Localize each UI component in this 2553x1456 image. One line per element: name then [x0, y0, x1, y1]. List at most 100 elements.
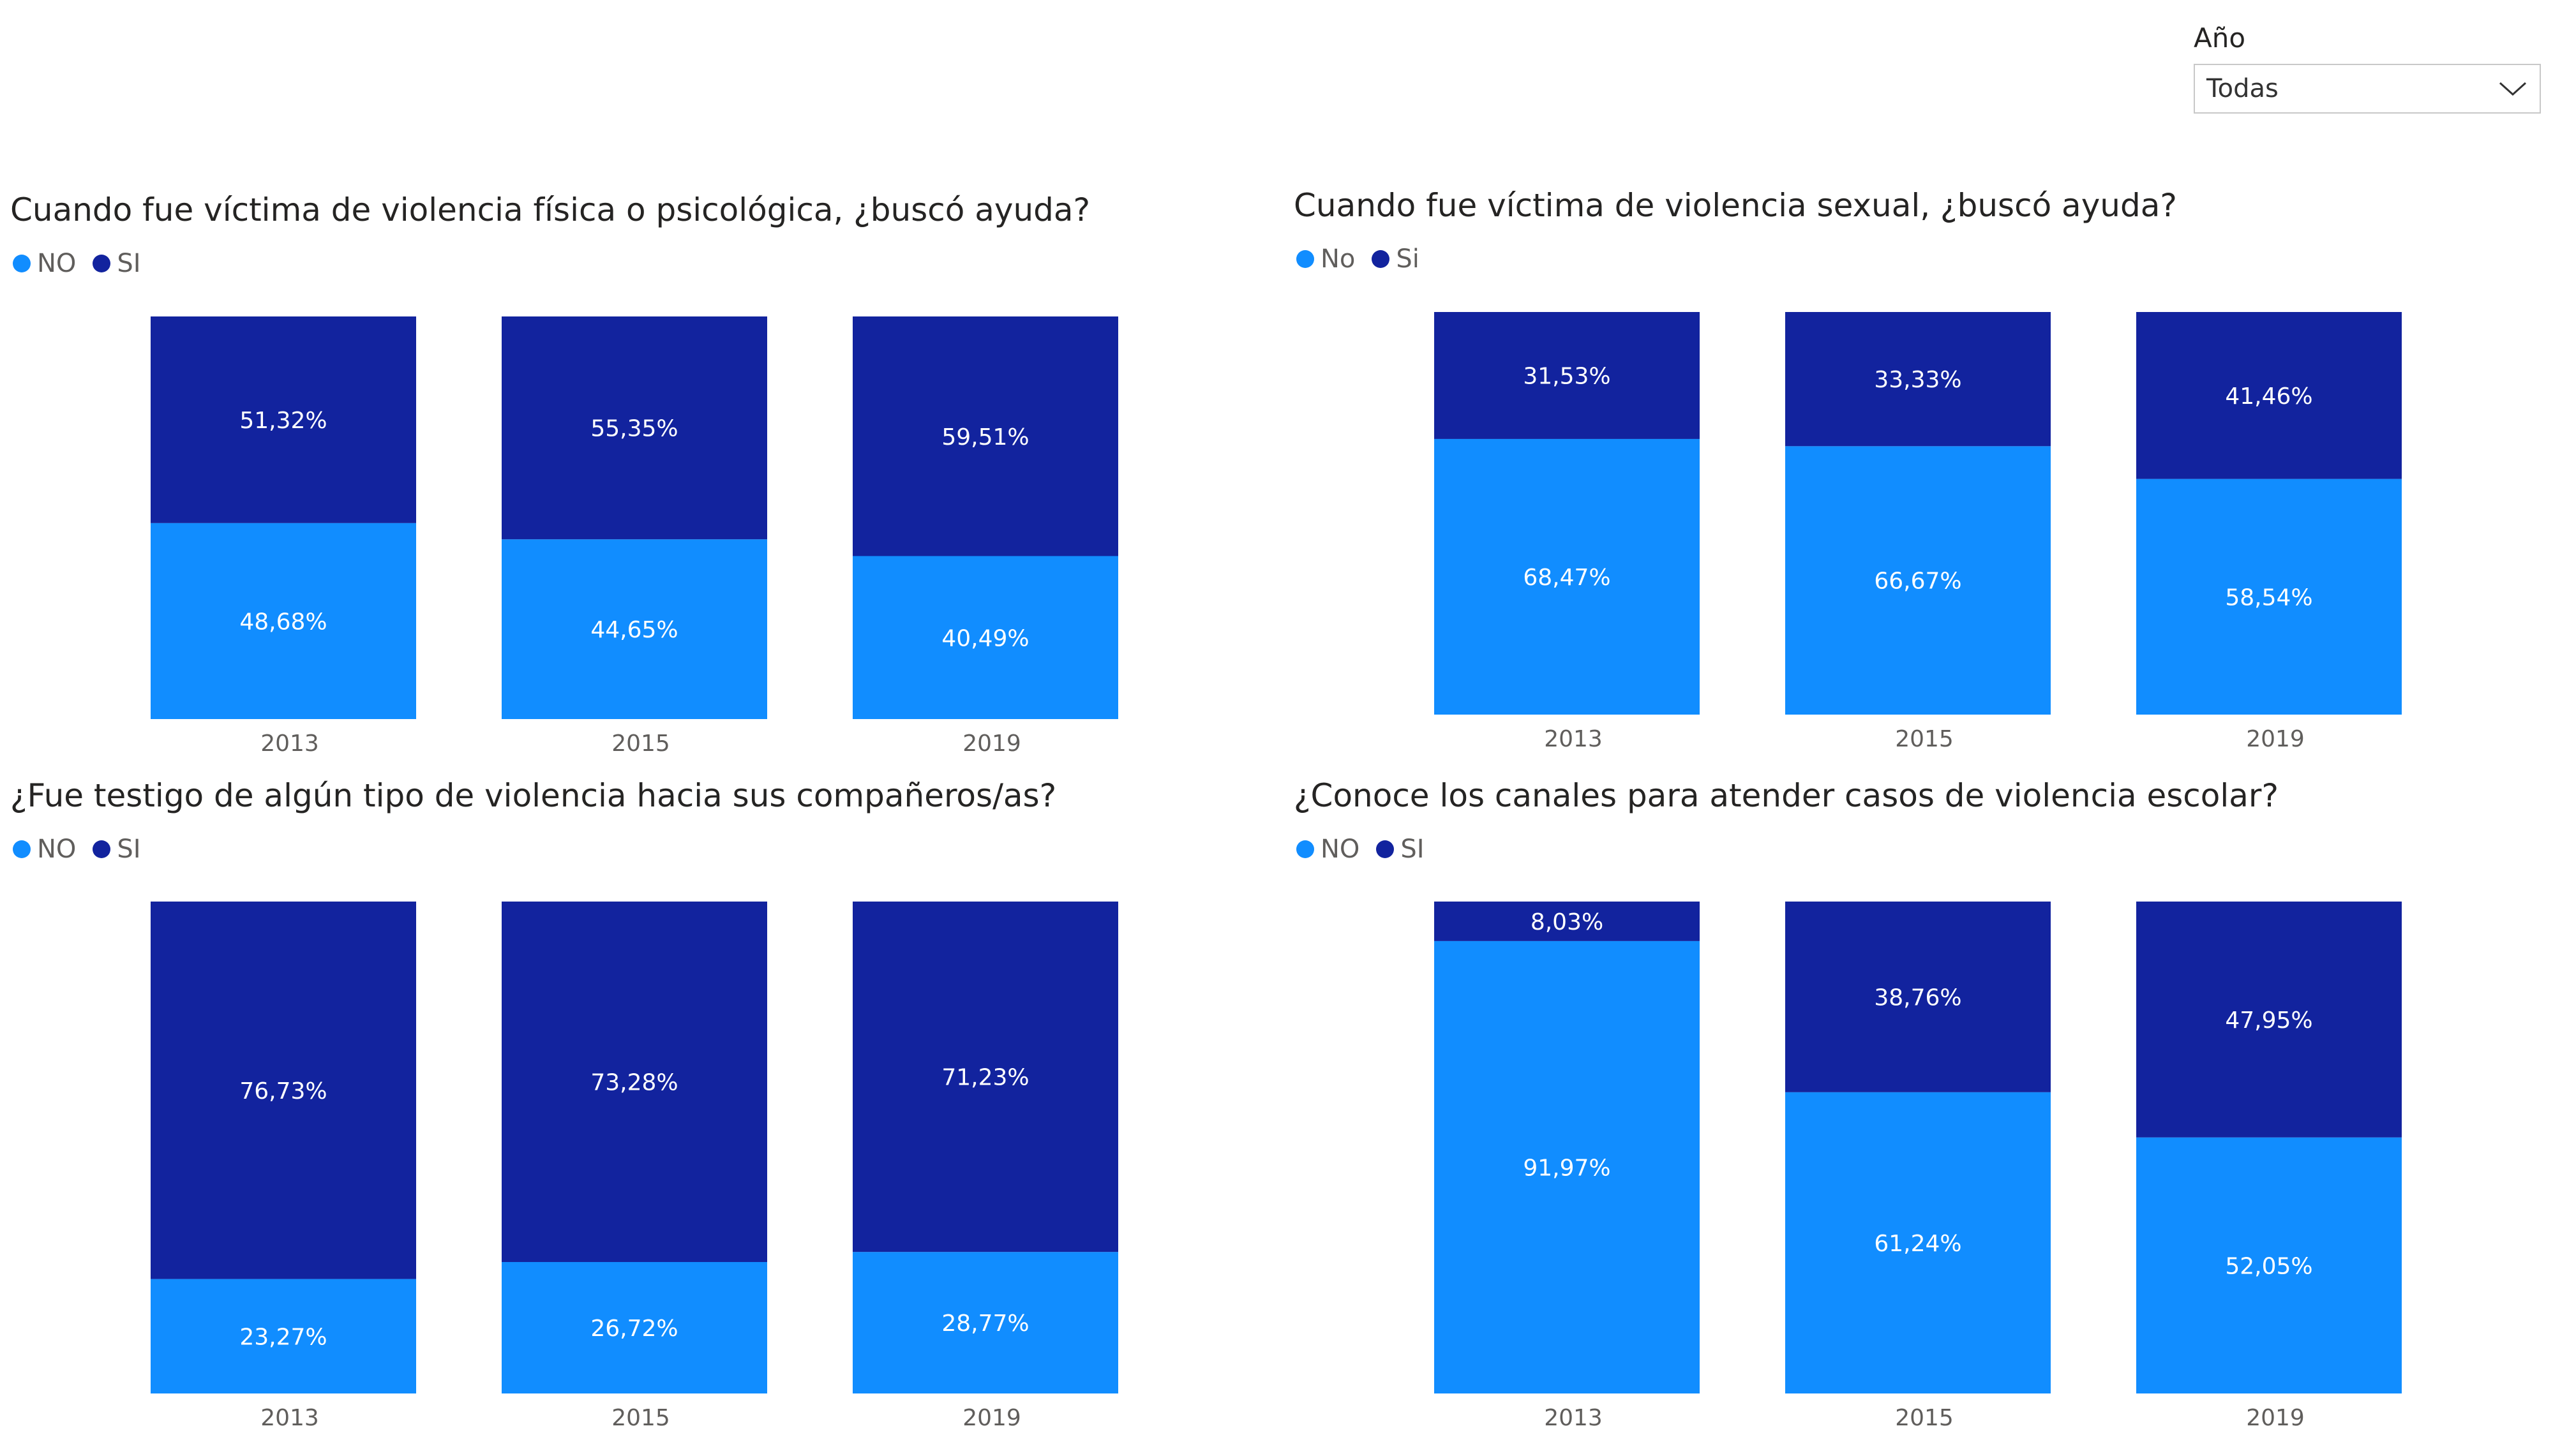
data-label: 91,97% [1523, 1155, 1610, 1181]
legend-item-no[interactable]: NO [13, 835, 76, 864]
chart-legend: No Si [1296, 244, 1436, 274]
bar-no-2019[interactable] [853, 556, 1118, 719]
legend-label: SI [117, 835, 141, 864]
x-axis-tick-label: 2013 [260, 1405, 319, 1431]
data-label: 59,51% [941, 424, 1029, 450]
bar-si-2015[interactable] [1785, 312, 2051, 447]
chart-title: ¿Conoce los canales para atender casos d… [1294, 777, 2279, 814]
bar-si-2019[interactable] [2136, 902, 2402, 1138]
data-label: 47,95% [2225, 1007, 2312, 1034]
data-label: 73,28% [590, 1069, 678, 1096]
data-label: 76,73% [239, 1078, 327, 1104]
stacked-bar-chart: 91,97% 8,03% 2013 61,24% 38,76% 2015 52,05% 47,… [1434, 902, 2402, 1431]
bar-no-2013[interactable] [151, 523, 416, 719]
chart-legend: NO SI [13, 249, 158, 278]
data-label: 38,76% [1874, 984, 1961, 1011]
x-axis-tick-label: 2015 [611, 731, 670, 757]
data-label: 41,46% [2225, 383, 2312, 410]
x-axis-tick-label: 2019 [962, 731, 1021, 757]
data-label: 71,23% [941, 1065, 1029, 1091]
data-label: 55,35% [590, 416, 678, 442]
legend-no-dot-icon [1296, 840, 1314, 858]
bar-no-2019[interactable] [2136, 1137, 2402, 1393]
bar-si-2013[interactable] [1434, 902, 1700, 941]
data-label: 61,24% [1874, 1231, 1961, 1257]
x-axis-tick-label: 2015 [1895, 1405, 1954, 1431]
x-axis-tick-label: 2015 [611, 1405, 670, 1431]
bar-no-2015[interactable] [1785, 1092, 2051, 1393]
legend-item-no[interactable]: No [1296, 244, 1355, 274]
bar-no-2013[interactable] [1434, 940, 1700, 1393]
bar-no-2013[interactable] [1434, 438, 1700, 715]
chart-title: ¿Fue testigo de algún tipo de violencia … [10, 777, 1057, 814]
chart-panel-witness-violence: ¿Fue testigo de algún tipo de violencia … [10, 777, 1274, 1431]
chart-title: Cuando fue víctima de violencia física o… [10, 191, 1091, 228]
x-axis-tick-label: 2019 [962, 1405, 1021, 1431]
legend-item-si[interactable]: SI [93, 249, 141, 278]
legend-label: NO [37, 249, 77, 278]
legend-label: NO [1321, 835, 1360, 864]
data-label: 44,65% [590, 617, 678, 643]
data-label: 33,33% [1874, 367, 1961, 393]
chart-legend: NO SI [1296, 835, 1441, 864]
data-label: 8,03% [1531, 909, 1603, 935]
data-label: 48,68% [239, 609, 327, 635]
slicer-label: Año [2194, 22, 2246, 54]
stacked-bar-chart: 68,47% 31,53% 2013 66,67% 33,33% 2015 58,54% 41… [1434, 312, 2402, 752]
slicer-value: Todas [2206, 74, 2279, 103]
x-axis-tick-label: 2019 [2246, 726, 2305, 752]
bar-no-2015[interactable] [502, 1261, 767, 1393]
bar-si-2013[interactable] [151, 902, 416, 1279]
chart-panel-sexual-violence-help: Cuando fue víctima de violencia sexual, … [1294, 187, 2553, 752]
data-label: 31,53% [1523, 363, 1610, 389]
bar-si-2013[interactable] [151, 316, 416, 523]
chart-legend: NO SI [13, 835, 158, 864]
legend-si-dot-icon [93, 840, 111, 858]
data-label: 26,72% [590, 1316, 678, 1342]
bar-si-2019[interactable] [2136, 312, 2402, 479]
legend-label: SI [1400, 835, 1425, 864]
bar-no-2015[interactable] [502, 539, 767, 719]
bar-si-2013[interactable] [1434, 312, 1700, 439]
bar-si-2015[interactable] [1785, 902, 2051, 1092]
data-label: 68,47% [1523, 565, 1610, 591]
legend-item-si[interactable]: SI [1376, 835, 1425, 864]
bar-no-2015[interactable] [1785, 446, 2051, 715]
data-label: 52,05% [2225, 1253, 2312, 1279]
x-axis-tick-label: 2013 [1544, 726, 1603, 752]
bar-si-2015[interactable] [502, 902, 767, 1262]
chart-panel-reporting-channels: ¿Conoce los canales para atender casos d… [1294, 777, 2553, 1431]
bar-si-2019[interactable] [853, 316, 1118, 556]
x-axis-tick-label: 2015 [1895, 726, 1954, 752]
year-slicer: Año Todas [2194, 19, 2545, 114]
chart-title: Cuando fue víctima de violencia sexual, … [1294, 187, 2177, 224]
stacked-bar-chart: 48,68% 51,32% 2013 44,65% 55,35% 2015 40,49% 59… [151, 316, 1118, 757]
bar-si-2019[interactable] [853, 902, 1118, 1252]
legend-no-dot-icon [1296, 250, 1314, 268]
bar-no-2019[interactable] [2136, 479, 2402, 715]
data-label: 66,67% [1874, 568, 1961, 595]
stacked-bar-chart: 23,27% 76,73% 2013 26,72% 73,28% 2015 28,77% 71… [151, 902, 1118, 1431]
year-dropdown[interactable]: Todas [2194, 64, 2541, 114]
data-label: 28,77% [941, 1311, 1029, 1337]
legend-si-dot-icon [93, 255, 111, 272]
x-axis-tick-label: 2013 [260, 731, 319, 757]
legend-label: Si [1396, 244, 1419, 274]
legend-item-si[interactable]: Si [1372, 244, 1419, 274]
data-label: 51,32% [239, 408, 327, 434]
bar-no-2019[interactable] [853, 1252, 1118, 1393]
chart-panel-physical-violence-help: Cuando fue víctima de violencia física o… [10, 191, 1274, 757]
legend-item-no[interactable]: NO [1296, 835, 1359, 864]
x-axis-tick-label: 2019 [2246, 1405, 2305, 1431]
bar-si-2015[interactable] [502, 316, 767, 540]
legend-si-dot-icon [1376, 840, 1395, 858]
legend-label: NO [37, 835, 77, 864]
legend-no-dot-icon [13, 840, 31, 858]
legend-no-dot-icon [13, 255, 31, 272]
legend-item-no[interactable]: NO [13, 249, 76, 278]
bar-no-2013[interactable] [151, 1279, 416, 1393]
data-label: 23,27% [239, 1324, 327, 1350]
chevron-down-icon [2499, 82, 2527, 96]
legend-item-si[interactable]: SI [93, 835, 141, 864]
data-label: 40,49% [941, 625, 1029, 651]
